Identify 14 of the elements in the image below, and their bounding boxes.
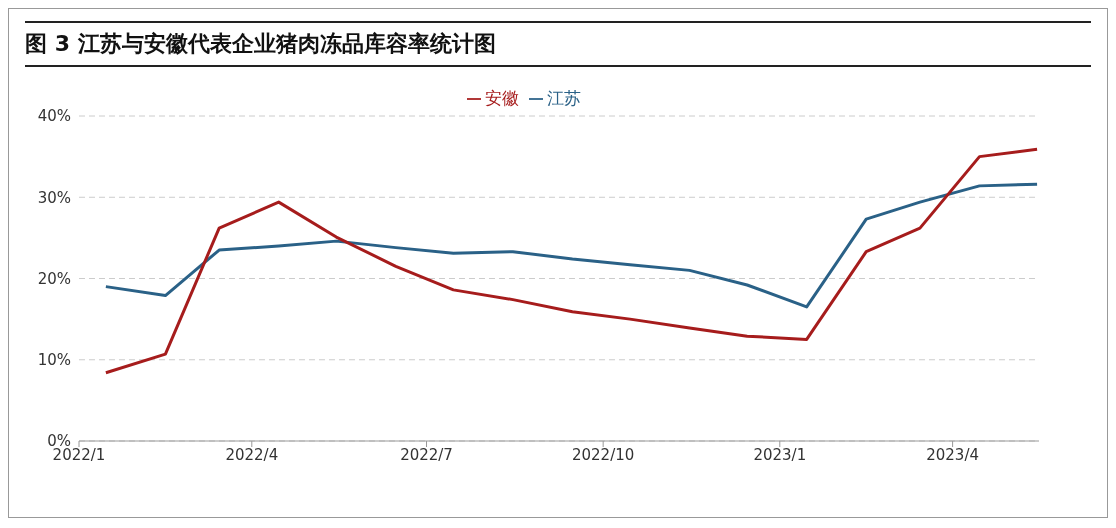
x-tick-label: 2022/7 [400, 445, 453, 464]
y-tick-label: 20% [37, 269, 71, 288]
x-tick-label: 2023/4 [926, 445, 979, 464]
x-tick-label: 2023/1 [753, 445, 807, 464]
line-series [104, 182, 1039, 309]
y-tick-label: 10% [37, 351, 71, 370]
x-tick-label: 2022/10 [572, 445, 635, 464]
chart-title: 图 3 江苏与安徽代表企业猪肉冻品库容率统计图 [25, 21, 1091, 67]
legend-label: 安徽 [485, 88, 519, 108]
line-series [104, 147, 1039, 375]
x-tick-label: 2022/4 [225, 445, 279, 464]
y-tick-label: 30% [37, 188, 71, 207]
y-tick-label: 40% [37, 107, 71, 126]
legend-label: 江苏 [547, 88, 581, 108]
